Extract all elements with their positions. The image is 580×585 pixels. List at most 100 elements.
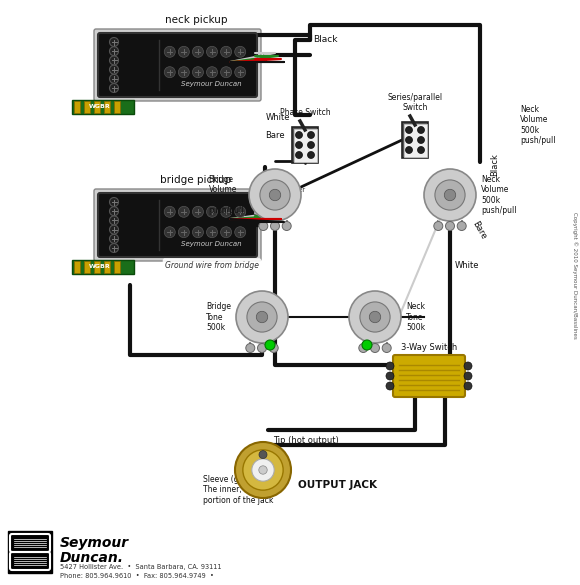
Circle shape <box>178 46 189 57</box>
Circle shape <box>418 136 425 143</box>
Text: Neck
Tone
500k: Neck Tone 500k <box>406 302 425 332</box>
Text: Bridge
Volume
500k
push/pull: Bridge Volume 500k push/pull <box>208 175 244 215</box>
Text: Black: Black <box>313 36 338 44</box>
Text: Neck
Volume
500k
push/pull: Neck Volume 500k push/pull <box>481 175 517 215</box>
Circle shape <box>435 180 465 210</box>
Text: Black: Black <box>490 153 499 177</box>
Circle shape <box>235 227 246 238</box>
Circle shape <box>110 65 118 74</box>
Circle shape <box>258 343 266 353</box>
Bar <box>402 122 428 158</box>
Circle shape <box>295 142 303 149</box>
Circle shape <box>444 190 456 201</box>
Circle shape <box>220 67 231 78</box>
Circle shape <box>164 67 175 78</box>
Bar <box>114 261 120 273</box>
Bar <box>293 129 317 161</box>
Text: Duncan.: Duncan. <box>60 551 124 565</box>
Circle shape <box>360 302 390 332</box>
Circle shape <box>359 343 368 353</box>
Circle shape <box>386 382 394 390</box>
Circle shape <box>164 227 175 238</box>
Circle shape <box>247 302 277 332</box>
Circle shape <box>178 207 189 217</box>
Circle shape <box>269 190 281 201</box>
Text: Series/parallel
Switch: Series/parallel Switch <box>387 92 443 112</box>
FancyBboxPatch shape <box>94 29 261 101</box>
Circle shape <box>206 207 218 217</box>
Circle shape <box>464 362 472 370</box>
Text: Seymour: Seymour <box>60 536 129 550</box>
Circle shape <box>369 311 380 323</box>
Circle shape <box>445 222 455 230</box>
Bar <box>74 261 80 273</box>
Circle shape <box>235 67 246 78</box>
Circle shape <box>371 343 379 353</box>
Circle shape <box>424 169 476 221</box>
Circle shape <box>464 372 472 380</box>
Circle shape <box>110 198 118 207</box>
Bar <box>72 260 134 274</box>
Text: 3-Way Switch: 3-Way Switch <box>401 343 457 352</box>
Circle shape <box>349 291 401 343</box>
Text: Sleeve (ground).
The inner, circular
portion of the jack: Sleeve (ground). The inner, circular por… <box>203 475 273 505</box>
Bar <box>292 127 318 163</box>
Text: Solder: Solder <box>283 187 305 193</box>
Circle shape <box>259 222 268 230</box>
Circle shape <box>178 227 189 238</box>
Text: Seymour Duncan: Seymour Duncan <box>182 81 242 87</box>
Circle shape <box>295 132 303 139</box>
Circle shape <box>265 340 275 350</box>
Circle shape <box>382 343 391 353</box>
Circle shape <box>295 152 303 159</box>
Circle shape <box>434 222 443 230</box>
Bar <box>84 261 90 273</box>
Circle shape <box>110 207 118 216</box>
Circle shape <box>259 450 267 459</box>
Circle shape <box>110 243 118 253</box>
Circle shape <box>164 46 175 57</box>
Circle shape <box>110 235 118 243</box>
Circle shape <box>259 466 267 474</box>
Circle shape <box>110 84 118 92</box>
Circle shape <box>206 67 218 78</box>
Circle shape <box>110 225 118 234</box>
Circle shape <box>256 311 268 323</box>
Text: Copyright © 2010 Seymour Duncan/Basslines: Copyright © 2010 Seymour Duncan/Bassline… <box>572 212 578 338</box>
Circle shape <box>386 372 394 380</box>
Circle shape <box>206 227 218 238</box>
Circle shape <box>193 227 204 238</box>
Circle shape <box>220 207 231 217</box>
FancyBboxPatch shape <box>98 33 257 97</box>
Text: Seymour Duncan: Seymour Duncan <box>182 241 242 247</box>
Circle shape <box>246 343 255 353</box>
Circle shape <box>405 146 412 153</box>
Circle shape <box>307 132 314 139</box>
Text: 5427 Hollister Ave.  •  Santa Barbara, CA. 93111: 5427 Hollister Ave. • Santa Barbara, CA.… <box>60 564 222 570</box>
Circle shape <box>178 67 189 78</box>
FancyBboxPatch shape <box>98 193 257 257</box>
Text: neck pickup: neck pickup <box>165 15 227 25</box>
Circle shape <box>220 227 231 238</box>
Bar <box>104 101 110 113</box>
Circle shape <box>260 180 290 210</box>
Text: Tip (hot output): Tip (hot output) <box>273 436 339 445</box>
Bar <box>94 261 100 273</box>
Circle shape <box>110 56 118 65</box>
Circle shape <box>193 46 204 57</box>
Text: Phone: 805.964.9610  •  Fax: 805.964.9749  •: Phone: 805.964.9610 • Fax: 805.964.9749 … <box>60 573 214 579</box>
Text: White: White <box>455 260 480 270</box>
Circle shape <box>193 207 204 217</box>
Circle shape <box>405 126 412 133</box>
Circle shape <box>206 46 218 57</box>
Text: Bare: Bare <box>470 219 488 241</box>
Circle shape <box>235 442 291 498</box>
Circle shape <box>193 67 204 78</box>
FancyBboxPatch shape <box>393 355 465 397</box>
Text: OUTPUT JACK: OUTPUT JACK <box>298 480 377 490</box>
Circle shape <box>270 222 280 230</box>
Circle shape <box>464 382 472 390</box>
Circle shape <box>307 152 314 159</box>
Circle shape <box>457 222 466 230</box>
Bar <box>84 101 90 113</box>
